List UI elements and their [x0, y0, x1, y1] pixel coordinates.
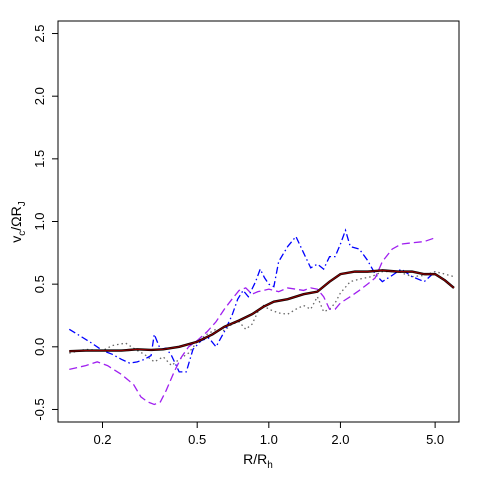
y-tick-label: 1.5 [32, 150, 47, 168]
y-axis-label: vc/ΩRJ [8, 201, 28, 242]
y-tick-label: -0.5 [32, 398, 47, 420]
x-axis-label: R/Rh [243, 451, 273, 471]
series-dashdot-line [68, 228, 436, 373]
x-tick-label: 1.0 [260, 432, 278, 447]
y-tick-label: 1.0 [32, 212, 47, 230]
series-solid-line [69, 269, 455, 353]
series-dotted-line [69, 270, 455, 367]
x-axis: 0.2 0.5 1.0 2.0 5.0 [93, 422, 444, 447]
x-tick-label: 0.2 [93, 432, 111, 447]
x-tick-label: 0.5 [188, 432, 206, 447]
y-tick-label: 2.0 [32, 87, 47, 105]
plot-frame [57, 20, 460, 423]
y-tick-label: 0.0 [32, 338, 47, 356]
y-axis: -0.5 0.0 0.5 1.0 1.5 2.0 2.5 [32, 24, 58, 421]
x-tick-label: 5.0 [426, 432, 444, 447]
series-dashed-line [69, 237, 436, 406]
series-layer [68, 228, 455, 406]
series-solid-overlay-line [69, 269, 455, 352]
y-tick-label: 2.5 [32, 24, 47, 42]
x-tick-label: 2.0 [331, 432, 349, 447]
y-tick-label: 0.5 [32, 275, 47, 293]
